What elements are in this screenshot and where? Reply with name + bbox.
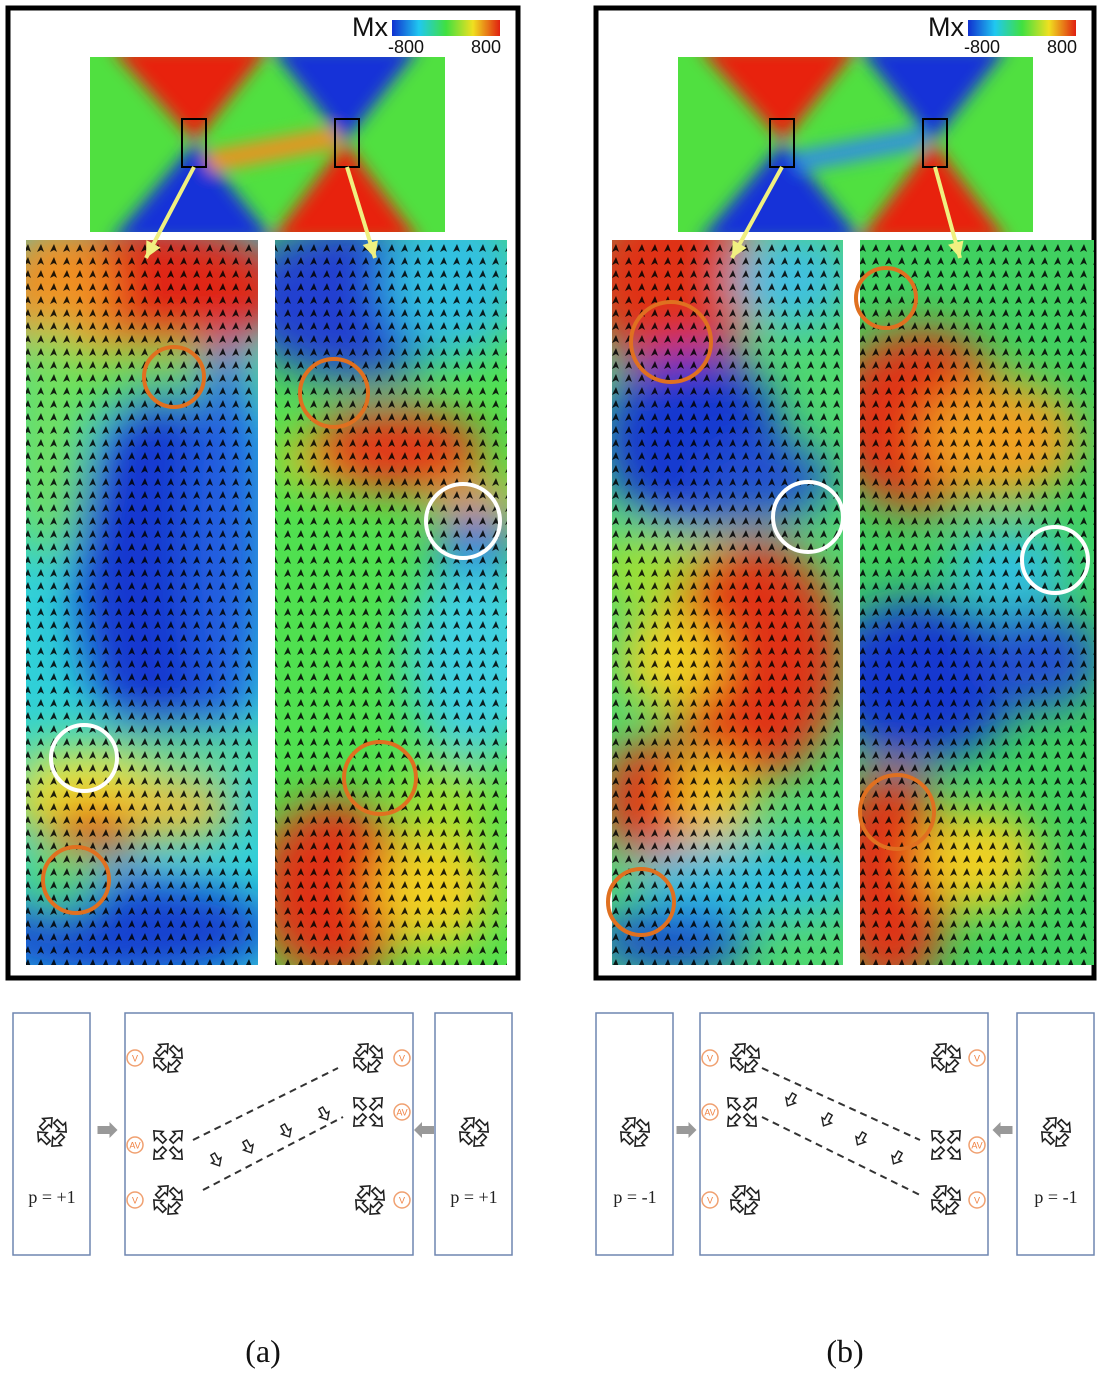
core-box <box>596 1013 673 1255</box>
panel: Mx-800 800 <box>582 8 1100 990</box>
schematic: p = -1 p = -1 V AV V V AV V <box>596 1013 1094 1255</box>
overview-map <box>90 47 445 242</box>
zoom-map <box>820 240 1100 990</box>
arrow-field <box>612 240 843 965</box>
colorbar-min: -800 <box>964 37 1000 57</box>
overview-map <box>678 47 1033 242</box>
polarity-label: p = -1 <box>613 1187 656 1207</box>
polarity-label: p = +1 <box>450 1187 497 1207</box>
gray-arrow <box>414 1122 434 1138</box>
gray-arrow <box>98 1122 118 1138</box>
marker-label: V <box>974 1054 980 1064</box>
marker-label: V <box>132 1196 138 1206</box>
core-box <box>13 1013 90 1255</box>
colorbar-max: 800 <box>1047 37 1077 57</box>
arrow-field <box>860 240 1094 965</box>
figure: Mx-800800p = +1p = +1VAVVVAVV(a)Mx-80080… <box>0 0 1100 1378</box>
marker-label: AV <box>396 1108 407 1118</box>
marker-label: AV <box>129 1141 140 1151</box>
zoom-map <box>235 200 545 980</box>
marker-label: V <box>399 1054 405 1064</box>
arrow-field <box>275 240 507 965</box>
gray-arrow <box>993 1122 1013 1138</box>
core-box <box>1017 1013 1094 1255</box>
marker-label: V <box>132 1054 138 1064</box>
arrow-field <box>26 240 258 965</box>
marker-label: AV <box>704 1108 715 1118</box>
colorbar <box>392 20 500 36</box>
colorbar-min: -800 <box>388 37 424 57</box>
colorbar-label: Mx <box>928 12 964 42</box>
core-box <box>435 1013 512 1255</box>
caption: (b) <box>826 1333 863 1369</box>
marker-label: V <box>707 1054 713 1064</box>
marker-label: V <box>974 1196 980 1206</box>
marker-label: AV <box>971 1141 982 1151</box>
caption: (a) <box>245 1333 281 1369</box>
polarity-label: p = -1 <box>1034 1187 1077 1207</box>
panel: Mx-800 800 <box>0 8 545 980</box>
zoom-map <box>582 190 872 970</box>
gray-arrow <box>677 1122 697 1138</box>
colorbar-label: Mx <box>352 12 388 42</box>
colorbar-max: 800 <box>471 37 501 57</box>
polarity-label: p = +1 <box>28 1187 75 1207</box>
marker-label: V <box>707 1196 713 1206</box>
schematic: p = +1 p = +1 V AV V V AV V <box>13 1013 512 1255</box>
marker-label: V <box>399 1196 405 1206</box>
colorbar <box>968 20 1076 36</box>
